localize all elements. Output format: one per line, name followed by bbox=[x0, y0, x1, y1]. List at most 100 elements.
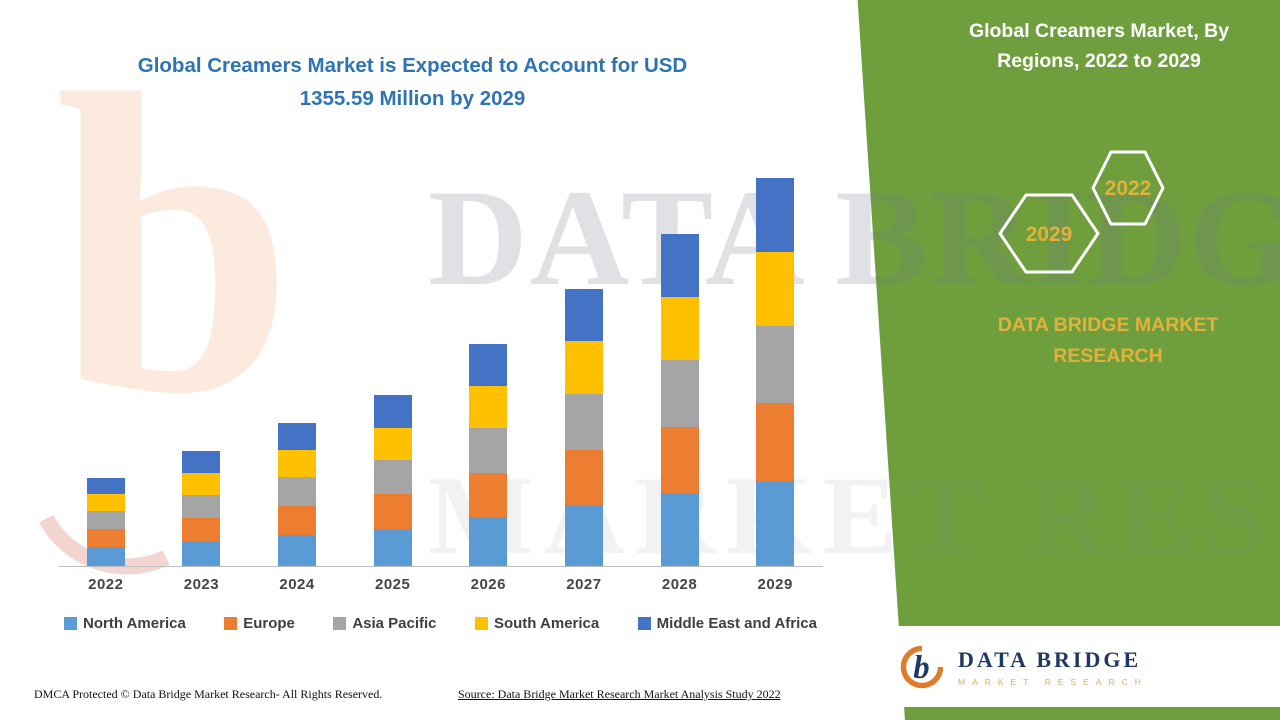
legend-item-europe: Europe bbox=[224, 615, 295, 632]
chart-legend: North America Europe Asia Pacific South Ame… bbox=[58, 615, 823, 632]
x-axis-label-2027: 2027 bbox=[566, 576, 602, 593]
legend-swatch-south-america bbox=[474, 617, 488, 630]
data-bridge-logo-icon: b bbox=[900, 645, 944, 688]
bar-segment-north-america bbox=[564, 505, 603, 566]
legend-label-middle-east-and-africa: Middle East and Africa bbox=[656, 615, 817, 632]
svg-text:b: b bbox=[913, 649, 929, 685]
watermark-text-line1: DATA BRIDGE bbox=[428, 161, 1280, 314]
hexagon-2022-label: 2022 bbox=[1105, 177, 1152, 200]
bar-segment-middle-east-and-africa bbox=[182, 451, 221, 474]
hexagon-2029-outline bbox=[998, 193, 1100, 274]
bar-segment-europe bbox=[564, 449, 603, 506]
bar-column-2023 bbox=[154, 176, 250, 566]
bar-segment-north-america bbox=[373, 528, 412, 566]
bar-segment-middle-east-and-africa bbox=[564, 288, 603, 342]
x-axis-label-2024: 2024 bbox=[279, 576, 315, 593]
bar-segment-europe bbox=[373, 494, 412, 529]
bar-segment-asia-pacific bbox=[756, 325, 795, 404]
brand-logo-box: b DATA BRIDGE MARKET RESEARCH bbox=[878, 626, 1280, 707]
bar-segment-europe bbox=[182, 517, 221, 541]
side-panel-title: Global Creamers Market, By Regions, 2022… bbox=[968, 20, 1230, 73]
bar-column-2022 bbox=[58, 176, 154, 566]
bar-segment-north-america bbox=[182, 540, 221, 566]
bar-segment-asia-pacific bbox=[86, 511, 125, 529]
bar-segment-middle-east-and-africa bbox=[469, 343, 508, 386]
stacked-bar-2023 bbox=[182, 451, 221, 566]
bar-segment-europe bbox=[278, 505, 317, 535]
bar-segment-south-america bbox=[278, 450, 317, 478]
logo-name: DATA BRIDGE bbox=[958, 646, 1142, 672]
legend-label-south-america: South America bbox=[493, 615, 600, 632]
bar-segment-europe bbox=[660, 426, 699, 494]
year-hexagon-badges: 2029 2022 bbox=[998, 150, 1165, 274]
legend-swatch-europe bbox=[224, 617, 238, 630]
bar-segment-europe bbox=[469, 472, 508, 518]
bar-column-2024 bbox=[249, 176, 345, 566]
stacked-bar-2022 bbox=[86, 477, 125, 566]
bar-segment-south-america bbox=[756, 251, 795, 326]
chart-x-labels: 2022 2023 2024 2025 2026 2027 2028 2029 bbox=[58, 576, 823, 593]
bar-segment-south-america bbox=[469, 385, 508, 429]
legend-label-europe: Europe bbox=[243, 615, 295, 632]
x-axis-label-2025: 2025 bbox=[375, 576, 411, 593]
legend-item-south-america: South America bbox=[474, 615, 600, 632]
legend-item-asia-pacific: Asia Pacific bbox=[333, 615, 437, 632]
x-axis-label-2029: 2029 bbox=[757, 576, 793, 593]
legend-item-middle-east-and-africa: Middle East and Africa bbox=[637, 615, 817, 632]
legend-item-north-america: North America bbox=[64, 615, 186, 632]
bar-segment-middle-east-and-africa bbox=[278, 422, 317, 451]
stacked-bar-2028 bbox=[660, 234, 699, 566]
stacked-bar-2025 bbox=[373, 395, 412, 566]
bar-segment-asia-pacific bbox=[660, 360, 699, 427]
bar-segment-asia-pacific bbox=[182, 495, 221, 518]
source-note: Source: Data Bridge Market Research Mark… bbox=[458, 687, 781, 701]
stacked-bar-2024 bbox=[278, 422, 317, 566]
bar-segment-south-america bbox=[564, 341, 603, 395]
hexagon-2022-outline bbox=[1091, 150, 1165, 226]
bar-segment-asia-pacific bbox=[564, 394, 603, 450]
bar-segment-south-america bbox=[373, 428, 412, 461]
bar-segment-north-america bbox=[86, 546, 125, 566]
bar-segment-middle-east-and-africa bbox=[86, 477, 125, 495]
x-axis-label-2023: 2023 bbox=[183, 576, 220, 593]
logo-tagline: MARKET RESEARCH bbox=[958, 676, 1148, 687]
bar-segment-europe bbox=[756, 403, 795, 481]
stacked-bar-2027 bbox=[564, 288, 603, 566]
bar-segment-north-america bbox=[278, 534, 317, 566]
x-axis-label-2026: 2026 bbox=[470, 576, 506, 593]
chart-plot bbox=[58, 176, 823, 567]
bar-segment-middle-east-and-africa bbox=[660, 234, 699, 298]
legend-label-asia-pacific: Asia Pacific bbox=[352, 615, 437, 632]
bar-segment-asia-pacific bbox=[278, 477, 317, 506]
bar-column-2026 bbox=[441, 176, 537, 566]
bar-column-2025 bbox=[345, 176, 441, 566]
bar-segment-north-america bbox=[660, 493, 699, 566]
bar-segment-asia-pacific bbox=[469, 428, 508, 473]
bar-segment-asia-pacific bbox=[373, 460, 412, 495]
bar-segment-middle-east-and-africa bbox=[756, 178, 795, 252]
stacked-bar-2026 bbox=[469, 343, 508, 566]
stacked-bar-2029 bbox=[756, 178, 795, 566]
dmca-notice: DMCA Protected © Data Bridge Market Rese… bbox=[34, 687, 383, 701]
legend-swatch-north-america bbox=[64, 617, 77, 630]
hexagon-2029-label: 2029 bbox=[1026, 223, 1073, 246]
bar-segment-south-america bbox=[86, 494, 125, 512]
bar-segment-south-america bbox=[660, 297, 699, 361]
bar-column-2029 bbox=[727, 176, 823, 566]
side-panel-brand-text: DATA BRIDGE MARKET RESEARCH bbox=[997, 314, 1219, 368]
legend-label-north-america: North America bbox=[83, 615, 186, 632]
bar-segment-middle-east-and-africa bbox=[373, 395, 412, 429]
bar-segment-europe bbox=[86, 528, 125, 547]
legend-swatch-middle-east-and-africa bbox=[637, 617, 651, 630]
bar-segment-north-america bbox=[756, 480, 795, 566]
logo-text-wrap: DATA BRIDGE MARKET RESEARCH bbox=[958, 647, 1148, 687]
chart-headline: Global Creamers Market is Expected to Ac… bbox=[137, 54, 688, 110]
stacked-bar-chart: 2022 2023 2024 2025 2026 2027 2028 2029 North A… bbox=[58, 176, 823, 632]
legend-swatch-asia-pacific bbox=[333, 617, 347, 630]
bar-segment-south-america bbox=[182, 473, 221, 496]
bar-column-2028 bbox=[632, 176, 728, 566]
bar-column-2027 bbox=[536, 176, 632, 566]
x-axis-label-2022: 2022 bbox=[88, 576, 124, 593]
